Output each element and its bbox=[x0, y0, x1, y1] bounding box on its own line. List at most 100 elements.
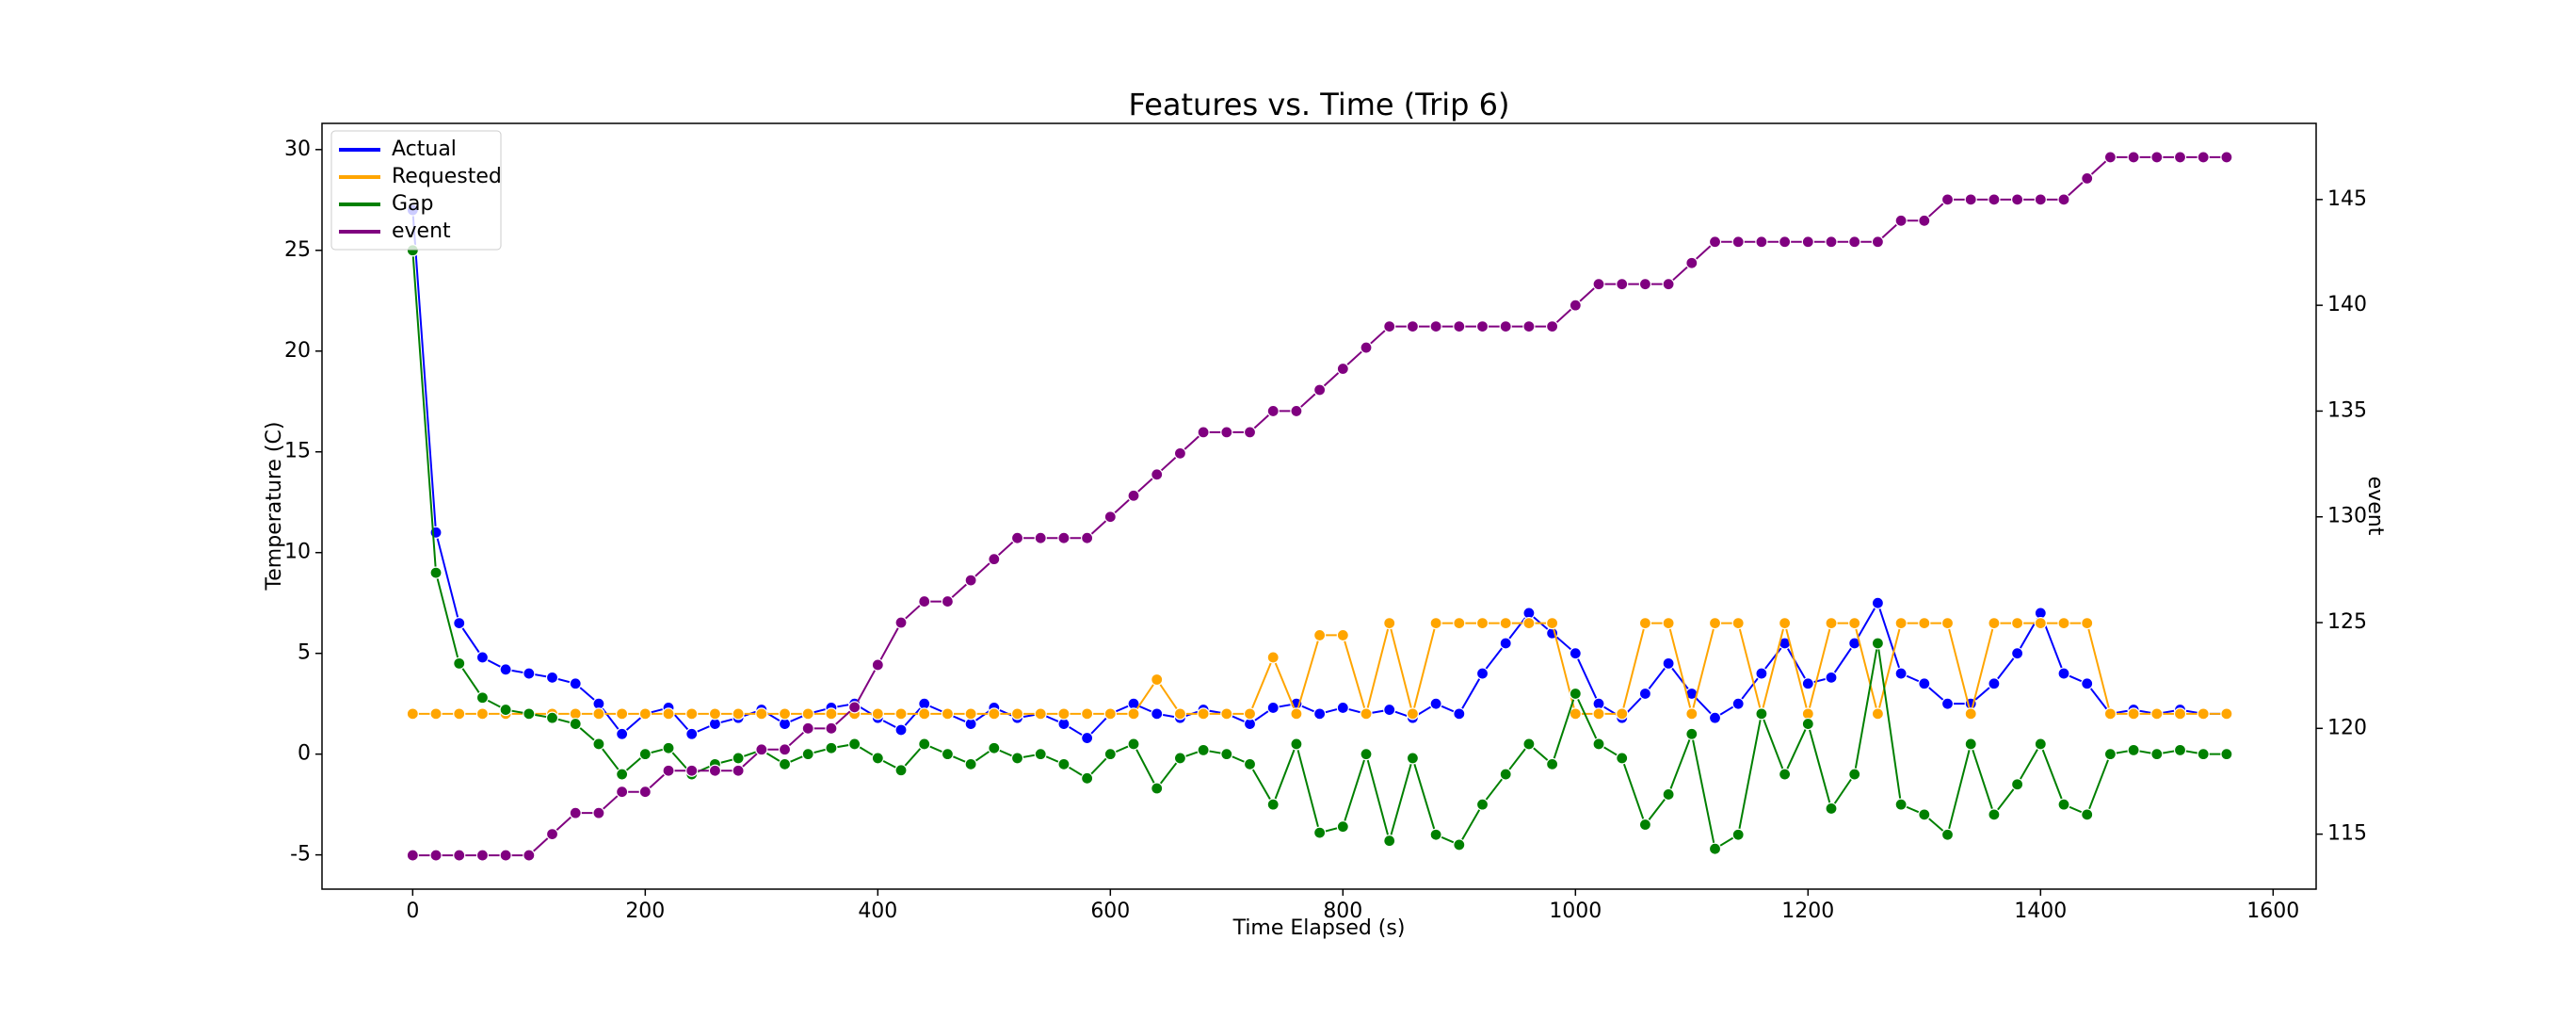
y-axis-label: Temperature (C) bbox=[263, 422, 286, 592]
data-point bbox=[1406, 707, 1420, 721]
data-point bbox=[825, 741, 838, 754]
data-point bbox=[1522, 737, 1536, 751]
data-point bbox=[2103, 151, 2117, 164]
data-point bbox=[499, 703, 512, 717]
data-point bbox=[545, 671, 559, 684]
data-point bbox=[1894, 798, 1908, 811]
data-point bbox=[1103, 748, 1117, 761]
data-point bbox=[732, 764, 745, 777]
data-point bbox=[964, 707, 977, 721]
data-point bbox=[1825, 802, 1838, 816]
data-point bbox=[1940, 616, 1955, 630]
data-point bbox=[2057, 667, 2070, 680]
data-point bbox=[1662, 616, 1675, 630]
data-point bbox=[1685, 727, 1699, 740]
data-point bbox=[2081, 808, 2094, 821]
x-tick-label: 400 bbox=[858, 899, 897, 923]
axes-frame bbox=[321, 122, 2317, 890]
data-point bbox=[429, 566, 443, 579]
data-point bbox=[1010, 752, 1024, 765]
data-point bbox=[708, 707, 722, 721]
data-point bbox=[1964, 737, 1977, 751]
data-point bbox=[2173, 743, 2187, 756]
data-point bbox=[453, 707, 466, 721]
data-point bbox=[1057, 707, 1071, 721]
data-point bbox=[1616, 278, 1629, 291]
data-point bbox=[1336, 628, 1349, 642]
y2-tick-label: 115 bbox=[2327, 822, 2367, 846]
data-point bbox=[1848, 235, 1861, 249]
legend-label: Gap bbox=[392, 192, 434, 216]
data-point bbox=[1151, 707, 1164, 721]
data-point bbox=[453, 656, 466, 670]
data-point bbox=[1662, 656, 1675, 670]
data-point bbox=[1127, 489, 1140, 502]
data-point bbox=[1173, 446, 1187, 460]
data-point bbox=[545, 711, 559, 724]
data-point bbox=[1499, 616, 1512, 630]
data-point bbox=[1243, 426, 1257, 439]
x-tick-label: 800 bbox=[1323, 899, 1362, 923]
x-tick-label: 0 bbox=[406, 899, 419, 923]
data-point bbox=[1779, 235, 1792, 249]
y-tick-label: 15 bbox=[284, 440, 311, 463]
data-point bbox=[1731, 235, 1745, 249]
data-point bbox=[1360, 748, 1373, 761]
data-point bbox=[1871, 707, 1885, 721]
data-point bbox=[755, 707, 768, 721]
data-point bbox=[2011, 616, 2024, 630]
data-point bbox=[475, 707, 490, 721]
data-point bbox=[1685, 707, 1699, 721]
data-point bbox=[1034, 531, 1047, 544]
data-point bbox=[894, 707, 908, 721]
data-point bbox=[1197, 707, 1210, 721]
y2-tick-label: 120 bbox=[2327, 716, 2367, 739]
data-point bbox=[1151, 782, 1164, 795]
data-point bbox=[1081, 731, 1094, 745]
data-point bbox=[1569, 687, 1582, 701]
y-tick-label: -5 bbox=[290, 843, 311, 867]
data-point bbox=[1825, 671, 1838, 684]
data-point bbox=[569, 806, 582, 819]
data-point bbox=[592, 707, 605, 721]
data-point bbox=[1638, 616, 1652, 630]
data-point bbox=[825, 721, 838, 735]
data-point bbox=[1406, 752, 1420, 765]
data-point bbox=[1475, 320, 1489, 333]
data-point bbox=[801, 721, 814, 735]
data-point bbox=[2081, 171, 2094, 185]
data-point bbox=[638, 707, 652, 721]
data-point bbox=[2127, 151, 2140, 164]
data-point bbox=[1383, 320, 1396, 333]
data-point bbox=[1173, 752, 1187, 765]
data-point bbox=[1662, 278, 1675, 291]
data-point bbox=[1127, 707, 1140, 721]
data-point bbox=[1731, 616, 1745, 630]
data-point bbox=[1546, 616, 1559, 630]
data-point bbox=[1918, 214, 1931, 227]
data-point bbox=[1801, 717, 1814, 731]
data-point bbox=[1475, 616, 1489, 630]
data-point bbox=[778, 757, 792, 770]
data-point bbox=[1266, 798, 1280, 811]
data-point bbox=[2220, 151, 2233, 164]
series bbox=[406, 244, 2233, 855]
data-point bbox=[1360, 707, 1373, 721]
data-point bbox=[1731, 697, 1745, 710]
data-point bbox=[1685, 256, 1699, 269]
data-point bbox=[1964, 707, 1977, 721]
data-point bbox=[1755, 707, 1768, 721]
data-point bbox=[1940, 193, 1955, 206]
data-point bbox=[1918, 808, 1931, 821]
data-point bbox=[848, 737, 861, 751]
data-point bbox=[1825, 235, 1838, 249]
data-point bbox=[1616, 752, 1629, 765]
data-point bbox=[1243, 757, 1257, 770]
data-point bbox=[475, 691, 490, 705]
x-tick-label: 1400 bbox=[2014, 899, 2067, 923]
data-point bbox=[1151, 468, 1164, 481]
data-point bbox=[1383, 616, 1396, 630]
data-point bbox=[406, 849, 419, 862]
data-point bbox=[1616, 707, 1629, 721]
data-point bbox=[569, 677, 582, 690]
